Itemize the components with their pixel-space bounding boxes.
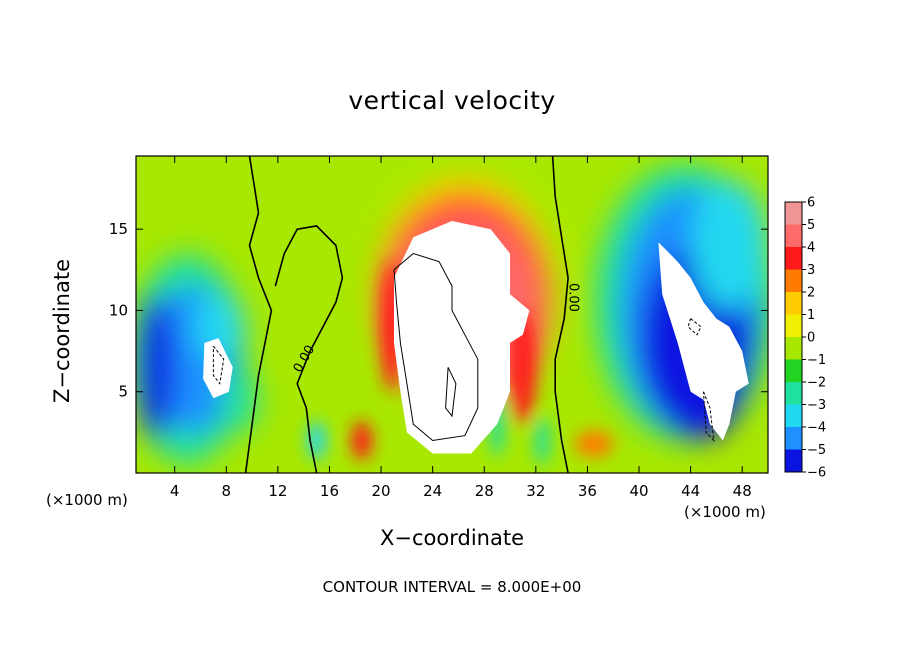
colorbar-label: −4 — [807, 421, 826, 436]
x-tick-label: 48 — [733, 482, 752, 500]
x-unit-left: (×1000 m) — [46, 491, 128, 509]
colorbar: 6 5 4 3 2 1 0 −1 −2 −3 −4 −5 −6 — [784, 196, 826, 481]
x-axis-label: X−coordinate — [380, 526, 524, 550]
x-tick-label: 32 — [526, 482, 545, 500]
negative-contour — [212, 345, 225, 385]
field-blob — [690, 180, 768, 311]
field-blob — [136, 294, 175, 441]
x-tick-label: 12 — [268, 482, 287, 500]
negative-contour — [703, 391, 715, 442]
y-tick-label: 5 — [118, 383, 128, 401]
downdraft-core-right — [658, 242, 749, 441]
colorbar-label: −3 — [807, 398, 826, 413]
colorbar-label: 5 — [807, 218, 815, 233]
x-tick-label: 44 — [681, 482, 700, 500]
colorbar-segment — [785, 449, 802, 473]
colorbar-label: 2 — [807, 286, 815, 301]
positive-contour — [393, 252, 479, 442]
colorbar-label: −6 — [807, 466, 826, 481]
colorbar-segment — [785, 382, 802, 405]
colorbar-label: −1 — [807, 353, 826, 368]
colorbar-segment — [785, 247, 802, 270]
y-tick-label: 10 — [109, 301, 128, 319]
x-tick-label: 4 — [170, 482, 180, 500]
downdraft-core-left — [203, 338, 233, 399]
plot-frame — [135, 155, 769, 474]
colorbar-segment — [785, 292, 802, 315]
field-blob — [351, 420, 373, 460]
colorbar-label: 3 — [807, 263, 815, 278]
field-blob — [534, 416, 551, 465]
chart-title: vertical velocity — [348, 86, 556, 115]
colorbar-segment — [785, 269, 802, 293]
colorbar-label: 1 — [807, 308, 815, 323]
x-tick-label: 40 — [629, 482, 648, 500]
x-tick-label: 24 — [423, 482, 442, 500]
colorbar-label: −5 — [807, 443, 826, 458]
colorbar-segment — [785, 202, 802, 225]
y-axis-ticks: 5 10 15 — [109, 220, 768, 401]
x-unit-right: (×1000 m) — [684, 503, 766, 521]
x-tick-label: 28 — [475, 482, 494, 500]
y-tick-label: 15 — [109, 220, 128, 238]
colorbar-segment — [785, 427, 802, 450]
velocity-field — [136, 156, 768, 473]
colorbar-label: −2 — [807, 376, 826, 391]
x-tick-label: 36 — [578, 482, 597, 500]
colorbar-segment — [785, 314, 802, 338]
x-tick-label: 16 — [320, 482, 339, 500]
zero-contour — [551, 156, 569, 473]
contour-interval-note: CONTOUR INTERVAL = 8.000E+00 — [322, 578, 582, 596]
zero-contour — [274, 225, 344, 473]
negative-contour — [687, 318, 702, 336]
x-tick-label: 20 — [372, 482, 391, 500]
colorbar-segment — [785, 337, 802, 360]
x-axis-ticks: 4 8 12 16 20 24 28 32 36 40 44 48 — [170, 156, 752, 500]
field-blob — [574, 430, 614, 457]
colorbar-segment — [785, 404, 802, 428]
field-blob — [510, 310, 536, 425]
colorbar-label: 4 — [807, 241, 815, 256]
contour-label: 0.00 — [565, 283, 580, 312]
x-tick-label: 8 — [222, 482, 232, 500]
colorbar-segment — [785, 359, 802, 383]
zero-contour — [244, 156, 273, 473]
colorbar-label: 0 — [807, 331, 815, 346]
colorbar-segment — [785, 224, 802, 248]
colorbar-label: 6 — [807, 196, 815, 211]
updraft-core — [394, 221, 530, 454]
positive-contour — [445, 367, 457, 418]
